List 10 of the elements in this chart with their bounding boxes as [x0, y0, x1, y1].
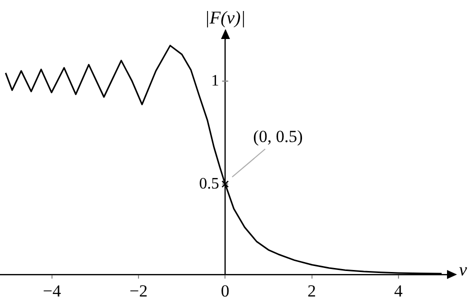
x-tick-label: 0 [220, 281, 230, 300]
x-tick-label: −4 [42, 281, 62, 300]
x-tick-label: 4 [394, 281, 404, 300]
y-tick-label: 1 [211, 72, 220, 90]
y-axis-title: |F(ν)| [204, 8, 246, 28]
y-tick-label: 0.5 [199, 175, 220, 192]
x-tick-label: 2 [308, 281, 316, 300]
x-tick-label: −2 [130, 281, 148, 300]
annotation: (0, 0.5) [253, 127, 303, 146]
x-axis-title: ν [459, 259, 467, 280]
